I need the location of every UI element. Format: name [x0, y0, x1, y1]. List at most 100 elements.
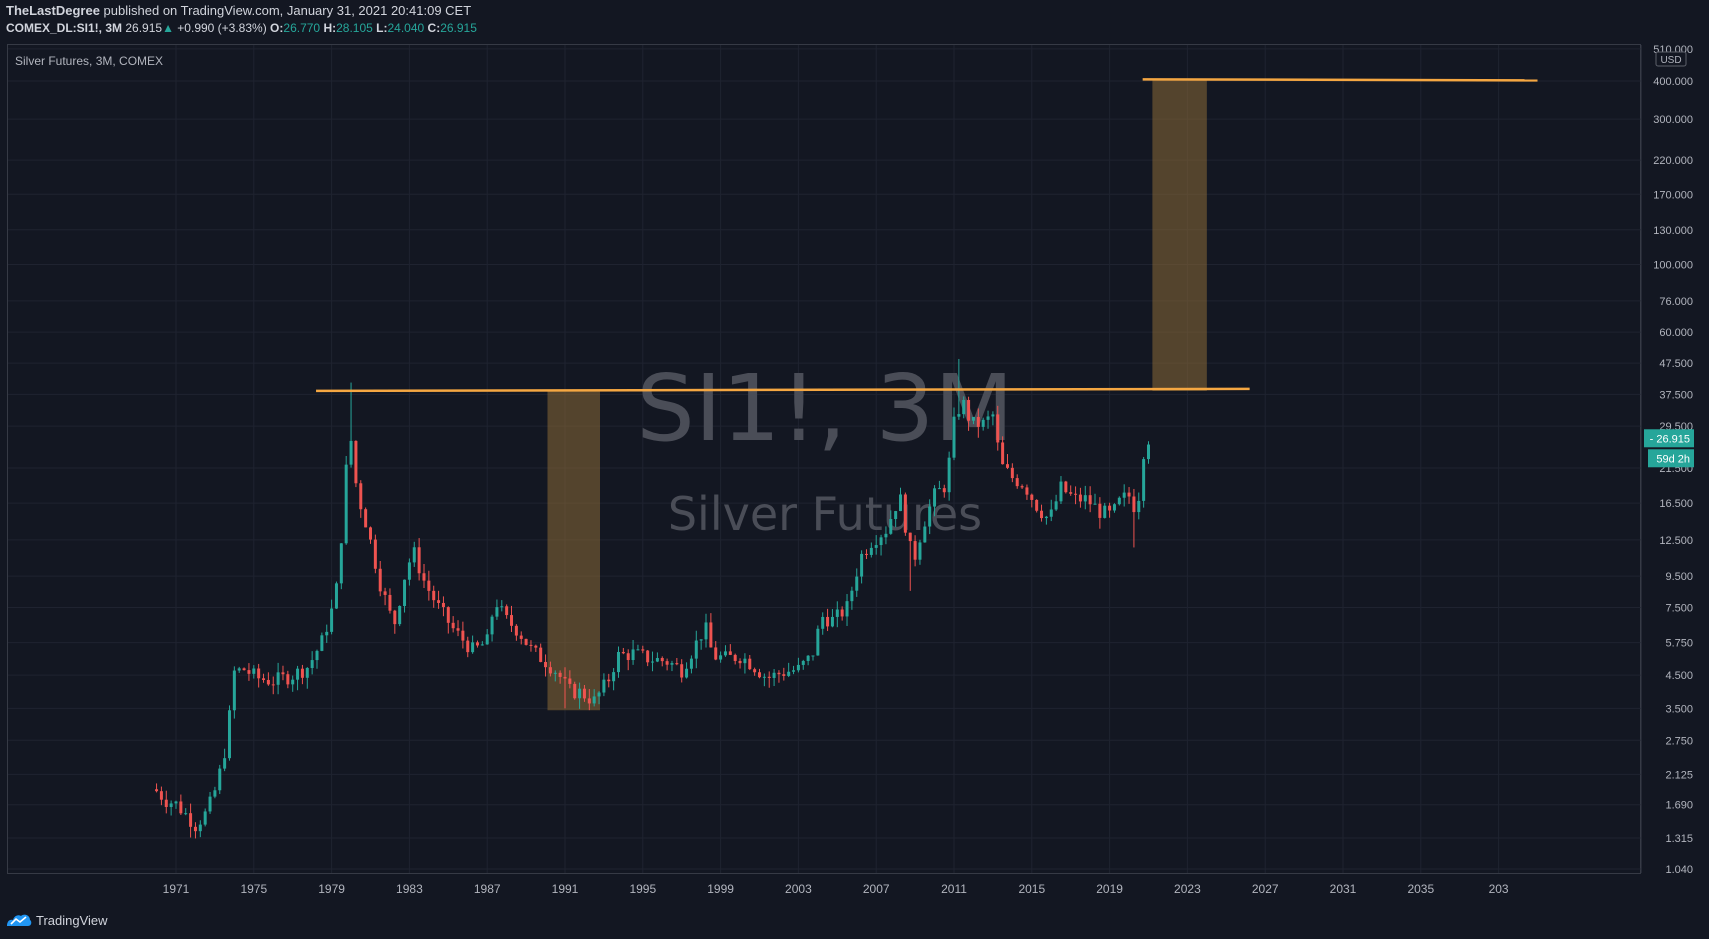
time-tick-label: 2003: [785, 882, 812, 896]
candle: [490, 614, 494, 642]
range-box-2: [1152, 79, 1207, 391]
published-text: published on TradingView.com, January 31…: [103, 3, 472, 18]
time-tick-label: 1971: [163, 882, 190, 896]
candle: [1117, 496, 1121, 506]
candle: [475, 640, 479, 648]
candle: [942, 484, 946, 498]
close-label: C:: [427, 21, 441, 35]
close-value: 26.915: [440, 21, 477, 35]
candle: [607, 673, 611, 688]
candle: [451, 616, 455, 633]
candle: [359, 480, 363, 518]
candle: [952, 407, 956, 461]
candle: [281, 665, 285, 681]
price-tick-label: 3.500: [1665, 703, 1693, 715]
candle: [466, 636, 470, 658]
price-tick-label: 16.500: [1659, 498, 1693, 510]
price-tick-label: 60.000: [1659, 327, 1693, 339]
candle: [758, 668, 761, 679]
candle: [471, 635, 475, 654]
candle: [772, 669, 776, 687]
footer-brand[interactable]: TradingView: [36, 912, 108, 928]
countdown-badge-label: 59d 2h: [1656, 453, 1690, 465]
candle: [271, 676, 275, 695]
candle: [349, 382, 353, 468]
candle: [354, 440, 358, 488]
time-tick-label: 1995: [629, 882, 656, 896]
candle: [655, 652, 659, 663]
candle: [339, 543, 343, 590]
candle: [1010, 463, 1014, 483]
price-badges: - 26.915 59d 2h: [1644, 429, 1694, 468]
price-axis[interactable]: 1.040 1.315 1.690 2.125 2.750 3.500 4.500 5.750…: [1640, 44, 1693, 876]
candle: [806, 655, 810, 666]
candle: [544, 654, 548, 677]
candle: [247, 663, 251, 681]
candle: [821, 612, 825, 635]
candle: [164, 790, 168, 814]
candle: [378, 561, 382, 597]
candle: [495, 599, 499, 620]
candle: [651, 651, 655, 672]
price-tick-label: 7.500: [1665, 602, 1693, 614]
candle: [879, 534, 883, 556]
candle: [320, 632, 324, 652]
candle: [1108, 502, 1112, 518]
candle: [252, 665, 256, 679]
price-tick-label: 37.500: [1659, 389, 1693, 401]
candle: [933, 485, 937, 517]
candle: [480, 641, 484, 646]
candle: [510, 605, 514, 632]
last-price-badge: - 26.915: [1644, 429, 1694, 448]
candle: [407, 558, 411, 586]
candle: [733, 653, 737, 665]
candle: [437, 590, 441, 609]
time-tick-label: 2007: [863, 882, 890, 896]
candle: [976, 408, 980, 438]
candle: [792, 665, 796, 675]
candle: [422, 563, 426, 589]
up-arrow-icon: ▲: [162, 21, 174, 35]
candle: [1064, 480, 1068, 494]
footer: TradingView: [6, 912, 108, 928]
time-tick-label: 1979: [318, 882, 345, 896]
candle: [213, 786, 217, 799]
time-tick-label: 1991: [552, 882, 579, 896]
candle: [218, 764, 222, 795]
candle: [738, 658, 742, 669]
time-axis[interactable]: 1971 1975 1979 1983 1987 1991 1995 1999 2003 2007…: [163, 875, 1709, 905]
tradingview-logo-icon: [7, 914, 32, 926]
candle: [505, 604, 509, 619]
range-boxes[interactable]: [547, 79, 1207, 711]
candle: [1093, 493, 1097, 505]
candle: [991, 411, 995, 426]
candle: [850, 586, 854, 610]
candle: [403, 579, 407, 613]
price-tick-label: 1.315: [1665, 833, 1693, 845]
candle: [971, 416, 975, 425]
price-tick-label: 12.500: [1659, 535, 1693, 547]
candle: [689, 655, 693, 674]
author-name[interactable]: TheLastDegree: [6, 3, 100, 18]
candle: [441, 596, 445, 617]
candle: [937, 480, 941, 490]
candle: [762, 673, 766, 687]
candlestick-series: [155, 358, 1150, 839]
candle: [962, 396, 966, 419]
candle: [811, 655, 815, 661]
candle: [189, 803, 193, 838]
candle: [899, 487, 903, 512]
symbol-line: COMEX_DL:SI1!, 3M 26.915▲ +0.990 (+3.83%…: [6, 21, 477, 35]
candle: [582, 684, 586, 702]
candle: [631, 639, 635, 665]
candle: [884, 526, 888, 545]
candle: [1074, 486, 1078, 505]
candle: [835, 601, 839, 628]
open-label: O:: [270, 21, 284, 35]
horizontal-lines[interactable]: [316, 78, 1538, 393]
candle: [203, 808, 207, 827]
candle: [874, 535, 878, 555]
candle: [612, 668, 616, 691]
candle: [1025, 484, 1029, 500]
